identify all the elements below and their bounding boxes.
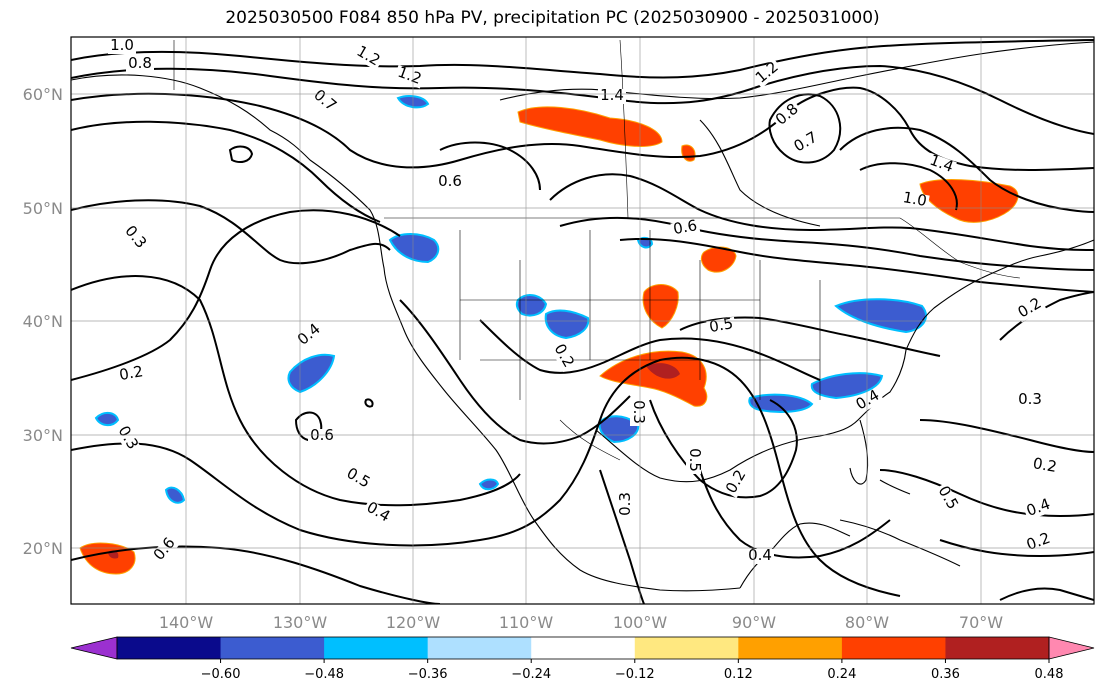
precip-positive-minnesota (700, 246, 737, 273)
colorbar-swatch (117, 637, 222, 659)
lon-label: 100°W (613, 613, 668, 632)
contour-label: 0.4 (748, 546, 772, 564)
lon-label: 120°W (386, 613, 441, 632)
lon-label: 80°W (845, 613, 889, 632)
colorbar-tick-label: −0.24 (511, 667, 551, 682)
lon-label: 110°W (499, 613, 554, 632)
colorbar-swatch (841, 637, 946, 659)
colorbar-tick-label: 0.36 (931, 667, 960, 682)
colorbar-extend-high (1048, 636, 1095, 660)
colorbar-swatch (634, 637, 739, 659)
contour-label: 0.2 (1032, 454, 1059, 476)
precip-positive-iowa (642, 284, 679, 329)
colorbar-tick-label: 0.48 (1035, 667, 1064, 682)
lat-label: 30°N (23, 426, 63, 445)
contour-label: 0.8 (128, 54, 152, 72)
precip-positive-alaska-yukon (517, 106, 663, 147)
lon-label: 90°W (732, 613, 776, 632)
colorbar-swatch (220, 637, 325, 659)
contour-label: 0.3 (630, 400, 648, 424)
lon-label: 140°W (159, 613, 214, 632)
colorbar-tick-label: 0.12 (724, 667, 753, 682)
lat-label: 20°N (23, 539, 63, 558)
contour-label: 0.3 (616, 492, 634, 516)
lat-label: 60°N (23, 85, 63, 104)
colorbar-swatch (324, 637, 429, 659)
colorbar-extend-low (70, 636, 118, 660)
colorbar-swatch (427, 637, 532, 659)
contour-label: 1.0 (110, 36, 134, 54)
colorbar-swatch (738, 637, 843, 659)
latitude-axis-labels: 60°N 50°N 40°N 30°N 20°N (23, 85, 63, 558)
lon-label: 130°W (273, 613, 328, 632)
contour-label: 1.4 (600, 86, 624, 104)
precip-negative-southeast (810, 372, 884, 400)
precip-strong-southern-plains (646, 363, 680, 379)
precip-shading (79, 95, 1019, 575)
precip-positive-quebec (919, 179, 1019, 223)
contour-label: 0.3 (1018, 390, 1042, 408)
pv-contours (71, 39, 1094, 604)
contour-label: 1.0 (902, 188, 929, 210)
precip-negative-utah (515, 294, 548, 317)
contour-label: 0.2 (118, 362, 145, 384)
colorbar-tick-label: −0.12 (615, 667, 655, 682)
precip-positive-southern-plains (599, 350, 708, 407)
precip-negative-gulf-coast (748, 393, 814, 413)
graticule (71, 37, 1094, 604)
precip-negative-baja (478, 478, 500, 491)
colorbar-swatch (945, 637, 1050, 659)
lat-label: 50°N (23, 199, 63, 218)
contour-label: 0.5 (708, 314, 735, 336)
colorbar: −0.60 −0.48 −0.36 −0.24 −0.12 0.12 0.24 0.36 0.4… (70, 636, 1095, 682)
precip-negative-pacific-b (164, 486, 186, 504)
lat-label: 40°N (23, 312, 63, 331)
lon-label: 70°W (959, 613, 1003, 632)
colorbar-tick-label: 0.24 (827, 667, 856, 682)
contour-label: 0.6 (672, 216, 699, 238)
precip-negative-pacific-a (94, 412, 120, 426)
precip-negative-texas (598, 415, 640, 444)
precip-negative-northwest (388, 233, 440, 264)
colorbar-tick-label: −0.36 (408, 667, 448, 682)
longitude-axis-labels: 140°W 130°W 120°W 110°W 100°W 90°W 80°W 70°W (159, 613, 1003, 632)
contour-label: 0.6 (438, 172, 462, 190)
map-title: 2025030500 F084 850 hPa PV, precipitatio… (225, 8, 880, 28)
colorbar-tick-label: −0.60 (201, 667, 241, 682)
map-frame (70, 36, 1095, 605)
colorbar-swatch (531, 637, 636, 659)
precip-negative-colorado (544, 309, 590, 340)
contour-label: 0.5 (686, 448, 704, 472)
colorbar-tick-label: −0.48 (304, 667, 344, 682)
